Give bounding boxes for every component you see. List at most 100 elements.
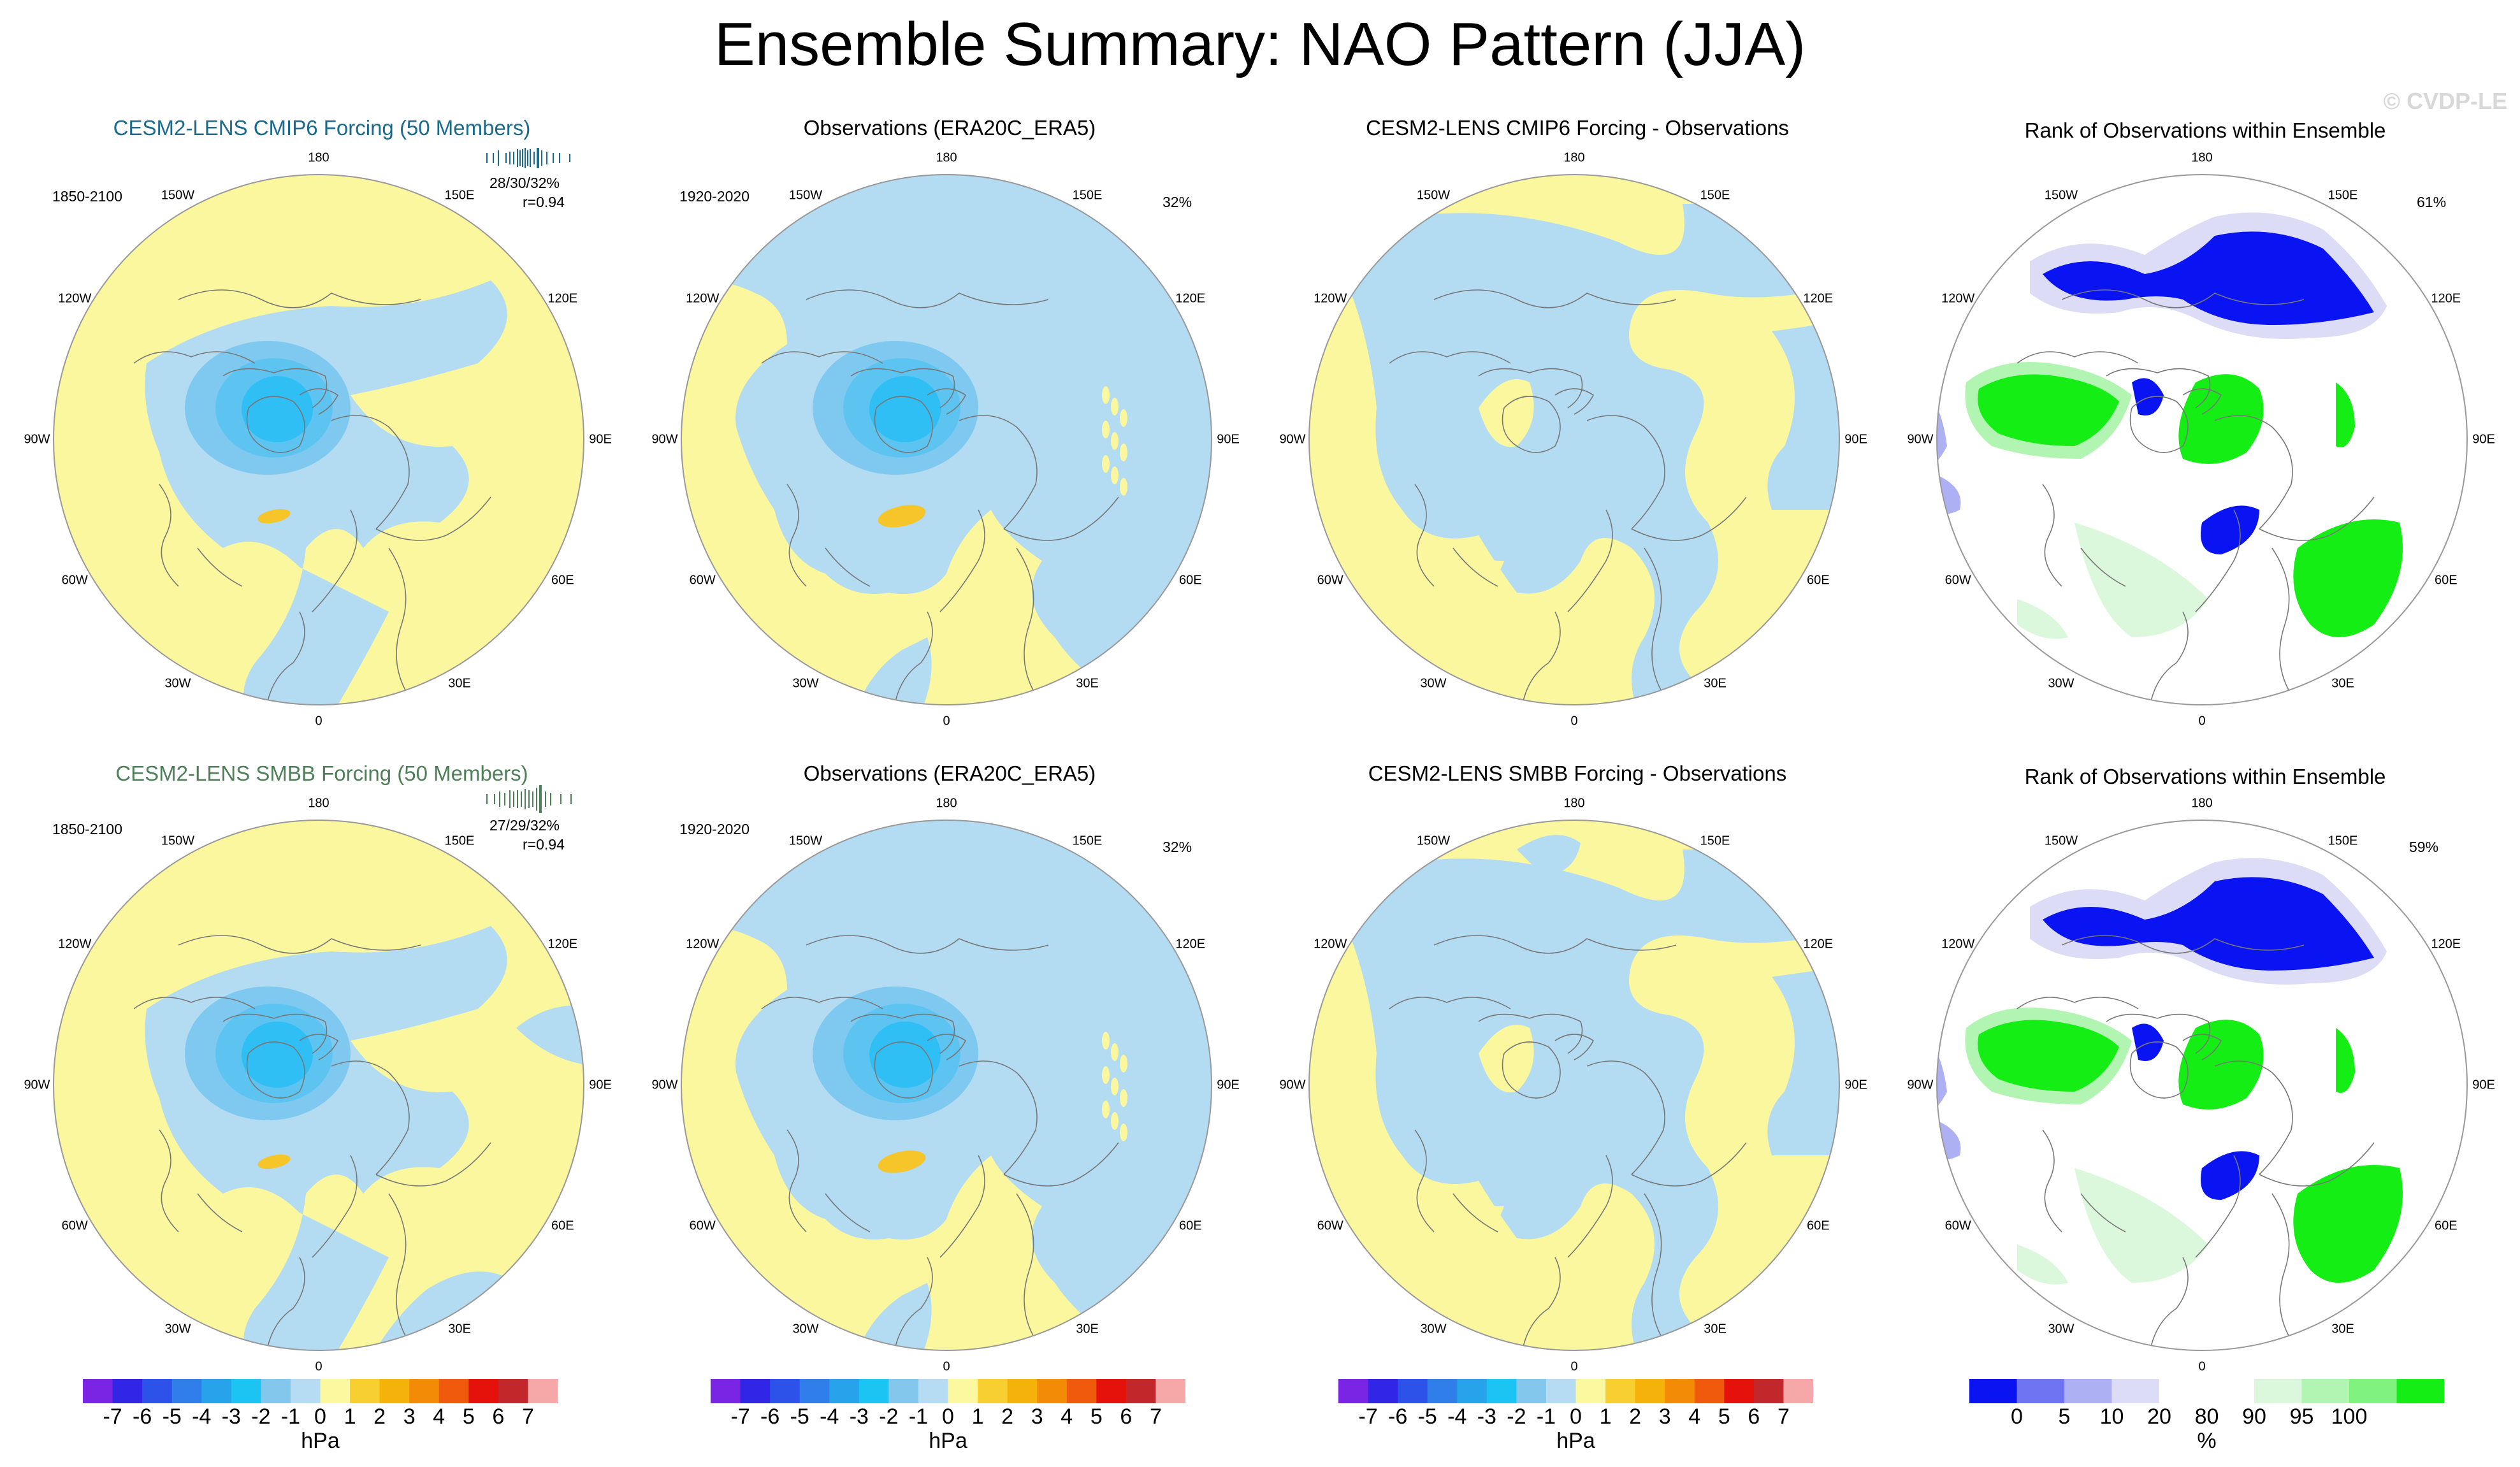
coastline — [1016, 1193, 1036, 1341]
colorbar-tick-label: 1 — [344, 1405, 356, 1429]
coastline — [1414, 484, 1435, 587]
coastline — [1644, 1193, 1664, 1341]
lon-label: 90E — [589, 432, 612, 447]
colorbar-swatch — [2206, 1379, 2255, 1403]
coastline — [178, 289, 421, 308]
colorbar-swatch — [2254, 1379, 2302, 1403]
lon-label: 150E — [1700, 188, 1730, 203]
colorbar-tick-label: 2 — [1001, 1405, 1014, 1429]
map-boundary — [53, 174, 584, 705]
coastline — [159, 484, 179, 587]
coastline — [1414, 1129, 1435, 1232]
colorbar-unit: hPa — [301, 1429, 340, 1453]
coastline — [1478, 368, 1583, 408]
lon-label: 30W — [164, 676, 191, 691]
lon-label: 90W — [1907, 432, 1934, 447]
lon-label: 120E — [1803, 291, 1834, 306]
coastline — [2259, 496, 2375, 541]
coastline — [874, 396, 933, 453]
colorbar-swatch — [918, 1379, 948, 1403]
coastline — [2017, 351, 2139, 364]
lon-label: 60W — [689, 1218, 716, 1233]
cvdp-watermark: © CVDP-LE — [2383, 88, 2507, 114]
coastline — [786, 1129, 807, 1232]
colorbar-swatch — [888, 1379, 919, 1403]
lon-label: 120E — [1175, 937, 1206, 951]
lon-label: 30E — [2331, 676, 2354, 691]
ensemble-spread-strip-smbb — [486, 785, 572, 813]
coastline — [2271, 1193, 2292, 1341]
panel-title-obs-1: Observations (ERA20C_ERA5) — [803, 116, 1096, 140]
colorbar-swatch — [528, 1379, 558, 1403]
coastline — [267, 1257, 305, 1347]
lon-label: 180 — [308, 796, 329, 811]
coastline — [133, 351, 256, 364]
panel-title-rank-2: Rank of Observations within Ensemble — [2024, 765, 2386, 788]
coastline — [825, 547, 871, 587]
low-contour-3 — [869, 1022, 941, 1088]
colorbar-swatch — [770, 1379, 800, 1403]
stats-label-p21: 27/29/32% — [489, 817, 560, 834]
coastline — [2259, 1142, 2375, 1187]
coastline — [2195, 1155, 2241, 1258]
colorbar-swatch — [261, 1379, 291, 1403]
lon-label: 90E — [1844, 432, 1867, 447]
lon-label: 120W — [1941, 291, 1975, 306]
colorbar-tick-label: 5 — [462, 1405, 475, 1429]
lon-label: 0 — [2198, 1359, 2206, 1374]
colorbar-swatch — [350, 1379, 380, 1403]
lon-label: 180 — [2191, 150, 2213, 165]
colorbar-swatch — [740, 1379, 771, 1403]
coastline — [1567, 1155, 1613, 1258]
colorbar-tick-label: -2 — [879, 1405, 899, 1429]
lon-label: 60W — [61, 1218, 88, 1233]
coastline — [1502, 396, 1561, 453]
colorbar-swatch — [1605, 1379, 1636, 1403]
coastline — [2017, 997, 2139, 1009]
pct-label-p14: 61% — [2417, 194, 2447, 210]
colorbar-tick-label: -5 — [1417, 1405, 1437, 1429]
colorbar-tick-label: -4 — [1447, 1405, 1467, 1429]
coastline — [246, 396, 305, 453]
lon-label: 60E — [1178, 1218, 1202, 1233]
map-boundary — [53, 820, 584, 1351]
colorbar-tick-label: -6 — [760, 1405, 780, 1429]
map-boundary — [1308, 174, 1840, 705]
colorbar-tick-label: 10 — [2099, 1405, 2124, 1429]
negative-region — [1351, 204, 1839, 705]
lon-label: 90E — [1217, 1078, 1240, 1092]
colorbar-tick-label: -1 — [1536, 1405, 1556, 1429]
lon-label: 0 — [315, 714, 322, 728]
coastline — [2080, 1193, 2126, 1232]
lon-label: 120W — [1314, 937, 1347, 951]
lon-label: 90W — [24, 432, 50, 447]
lon-label: 120E — [1803, 937, 1834, 951]
coastline — [895, 611, 933, 702]
lon-label: 60E — [2434, 573, 2458, 588]
colorbar-tick-label: -6 — [133, 1405, 152, 1429]
colorbar-swatch — [112, 1379, 143, 1403]
colorbar-swatch — [1694, 1379, 1725, 1403]
lon-label: 60E — [1178, 573, 1202, 588]
lon-label: 30E — [1076, 676, 1099, 691]
colorbar-swatch — [1066, 1379, 1097, 1403]
lon-label: 120E — [2431, 291, 2461, 306]
lon-label: 150W — [2044, 834, 2078, 848]
colorbar-swatch — [142, 1379, 173, 1403]
negative-region — [1351, 849, 1839, 1350]
period-label-p22: 1920-2020 — [679, 821, 749, 837]
colorbar-swatch — [379, 1379, 410, 1403]
colorbar-tick-label: 2 — [1629, 1405, 1642, 1429]
coastline — [2080, 547, 2126, 587]
lon-label: 60W — [1944, 1218, 1971, 1233]
colorbar-swatch — [2111, 1379, 2160, 1403]
lon-label: 150W — [788, 188, 823, 203]
map-field — [1937, 175, 2467, 705]
coastline — [1502, 1041, 1561, 1099]
coastline — [1644, 547, 1664, 695]
panel-title-smbb-diff: CESM2-LENS SMBB Forcing - Observations — [1368, 762, 1787, 785]
lon-label: 30E — [1704, 676, 1727, 691]
lon-label: 180 — [936, 796, 957, 811]
pct-label-p12: 32% — [1162, 194, 1192, 210]
corr-label-p21: r=0.94 — [523, 836, 565, 853]
